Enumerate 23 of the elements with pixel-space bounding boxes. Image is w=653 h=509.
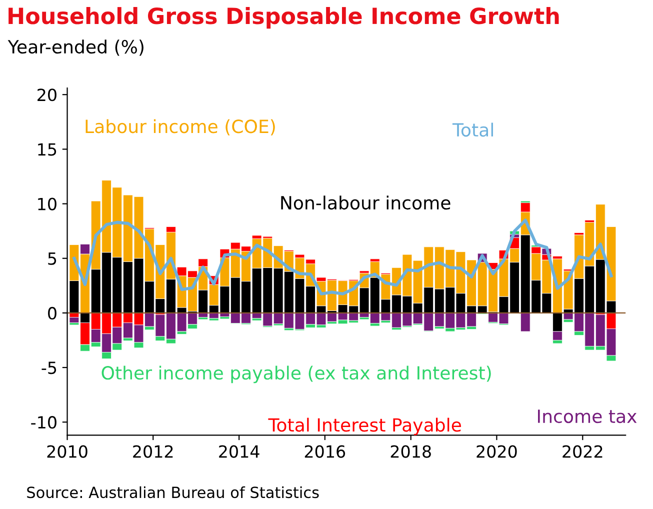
text: Income tax	[538, 410, 637, 424]
text: Labour income (COE)	[86, 119, 275, 136]
y-tick-label: 10	[38, 198, 56, 210]
x-tick-label: 2016	[304, 445, 346, 458]
source-note: Source: Australian Bureau of Statistics	[27, 486, 319, 498]
y-axis-title: Year-ended (%)	[8, 40, 144, 56]
x-tick-label: 2020	[476, 445, 517, 458]
x-tick-label: 2010	[47, 445, 88, 458]
y-tick-label: 5	[48, 252, 56, 265]
x-tick-label: 2012	[133, 445, 173, 458]
y-tick-label: 0	[48, 306, 56, 320]
series-label: Other income payable (ex tax and Interest)	[102, 366, 491, 384]
y-tick-label: 20	[38, 88, 56, 102]
y-tick-label: 15	[38, 143, 56, 156]
y-tick-label: -5	[42, 362, 56, 374]
chart-title: Household Gross Disposable Income Growth	[8, 7, 559, 29]
x-tick-label: 2014	[219, 445, 260, 458]
y-tick-label: -10	[31, 416, 56, 429]
x-tick-label: 2022	[562, 445, 602, 458]
x-tick-label: 2018	[390, 445, 431, 458]
text: Total Interest Payable	[268, 418, 461, 436]
text: Non-labour income	[281, 196, 450, 210]
text: Total	[452, 122, 493, 137]
